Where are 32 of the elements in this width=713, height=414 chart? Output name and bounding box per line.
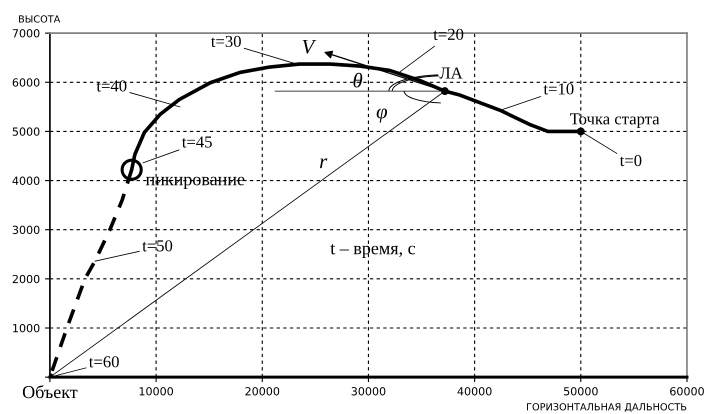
annotation: t=40 bbox=[96, 80, 126, 92]
y-tick-label: 6000 bbox=[12, 78, 40, 87]
x-tick-label: 30000 bbox=[352, 387, 386, 396]
y-tick-label: 5000 bbox=[12, 127, 40, 136]
x-tick-label: 40000 bbox=[457, 387, 492, 396]
annotation: r bbox=[320, 158, 328, 168]
annotation: t=20 bbox=[433, 28, 464, 40]
x-tick-label: 20000 bbox=[245, 387, 280, 396]
annotation: Точка старта bbox=[570, 113, 660, 128]
y-tick-label: 1000 bbox=[13, 324, 40, 332]
x-tick-label: 60000 bbox=[670, 387, 704, 396]
annotation: V bbox=[302, 40, 316, 54]
annotation: Объект bbox=[22, 385, 78, 398]
annotation: t=60 bbox=[88, 356, 119, 368]
annotation: φ bbox=[376, 108, 388, 123]
annotation: t=50 bbox=[142, 240, 172, 252]
y-tick-label: 3000 bbox=[12, 226, 40, 234]
x-tick-label: 50000 bbox=[564, 387, 598, 396]
annotation: t – время, с bbox=[330, 244, 416, 258]
y-axis-title: ВЫСОТА bbox=[19, 15, 60, 23]
y-tick-label: 7000 bbox=[12, 29, 40, 38]
annotation: t=45 bbox=[182, 136, 212, 148]
annotation: θ bbox=[354, 72, 362, 88]
annotation: ЛА bbox=[439, 67, 463, 79]
y-tick-label: 4000 bbox=[12, 176, 40, 185]
y-tick-label: 2000 bbox=[12, 274, 40, 284]
annotation: t=10 bbox=[544, 83, 574, 95]
annotation: t=30 bbox=[210, 36, 241, 48]
annotation: t=0 bbox=[620, 154, 642, 166]
x-axis-title: ГОРИЗОНТАЛЬНАЯ ДАЛЬНОСТЬ bbox=[527, 403, 686, 412]
annotation: пикирование bbox=[146, 176, 244, 190]
x-tick-label: 10000 bbox=[140, 387, 174, 396]
